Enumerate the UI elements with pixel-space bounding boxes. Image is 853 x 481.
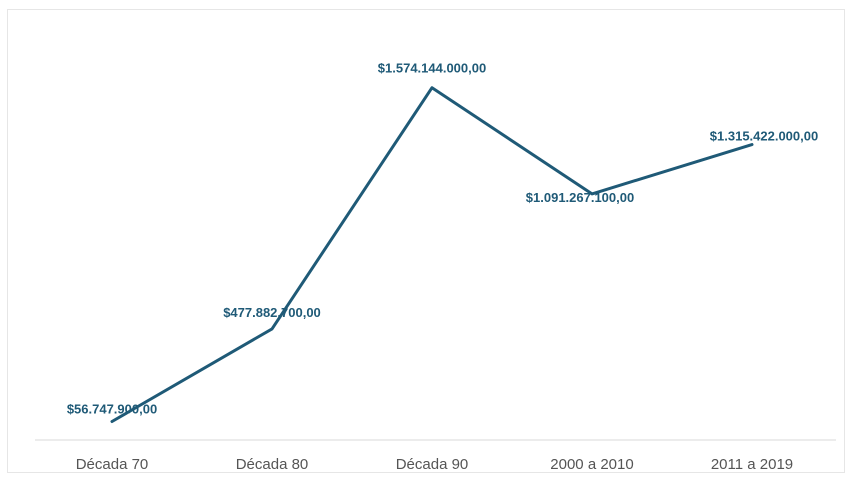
chart-frame — [7, 9, 845, 473]
data-label: $1.574.144.000,00 — [378, 61, 486, 76]
data-label: $1.315.422.000,00 — [710, 129, 818, 144]
x-tick-label: 2011 a 2019 — [711, 456, 793, 473]
x-tick-label: Década 80 — [236, 456, 309, 473]
x-tick-label: Década 70 — [76, 456, 149, 473]
series-line — [110, 86, 754, 423]
data-label: $56.747.900,00 — [67, 402, 157, 417]
x-tick-label: Década 90 — [396, 456, 469, 473]
x-tick-label: 2000 a 2010 — [550, 456, 633, 473]
data-labels: $56.747.900,00 $477.882.700,00 $1.574.144.… — [67, 61, 818, 417]
x-axis-ticks: Década 70 Década 80 Década 90 2000 a 2010 20… — [76, 456, 793, 473]
data-label: $1.091.267.100,00 — [526, 190, 634, 205]
data-label: $477.882.700,00 — [223, 305, 321, 320]
